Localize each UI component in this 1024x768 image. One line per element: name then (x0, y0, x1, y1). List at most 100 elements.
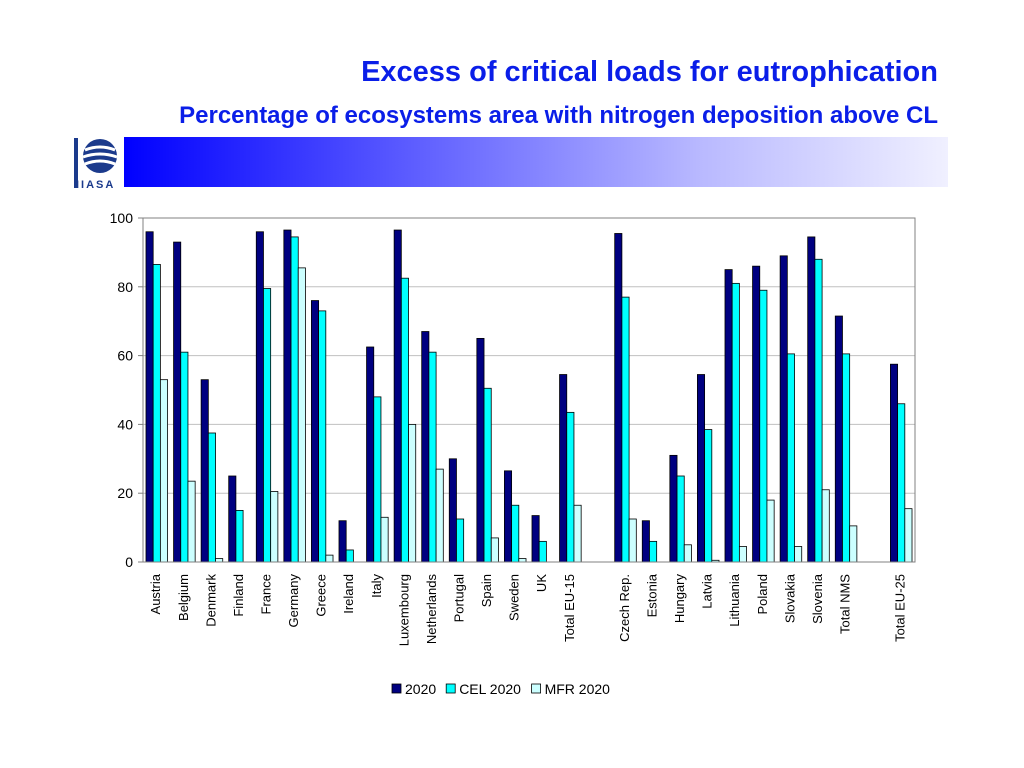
x-category-label: Poland (755, 574, 770, 614)
x-category-label: Greece (314, 574, 329, 617)
bar-mfr-2020 (435, 468, 444, 563)
x-category-label: Estonia (645, 573, 660, 617)
bar-2020 (807, 236, 816, 563)
x-category-label: Belgium (176, 574, 191, 621)
bar-cel-2020 (897, 403, 906, 563)
x-category-label: Total EU-25 (893, 574, 908, 642)
y-tick-label: 0 (125, 554, 133, 570)
bars (145, 229, 913, 563)
legend-label: CEL 2020 (459, 681, 521, 697)
bar-2020 (173, 241, 182, 563)
bar-2020 (752, 265, 761, 563)
x-category-label: Sweden (507, 574, 522, 621)
slide-subtitle: Percentage of ecosystems area with nitro… (179, 102, 938, 129)
legend-label: MFR 2020 (545, 681, 611, 697)
x-category-label: Lithuania (727, 573, 742, 627)
x-category-label: Finland (231, 574, 246, 617)
y-tick-label: 20 (117, 485, 133, 501)
bar-mfr-2020 (518, 558, 527, 563)
x-category-label: Czech Rep. (617, 574, 632, 642)
bar-cel-2020 (318, 310, 327, 563)
bar-cel-2020 (786, 353, 795, 563)
bar-2020 (724, 269, 733, 563)
bar-mfr-2020 (215, 558, 224, 563)
bar-2020 (559, 374, 568, 563)
y-tick-label: 60 (117, 348, 133, 364)
x-category-label: Hungary (672, 574, 687, 624)
bar-cel-2020 (676, 475, 685, 563)
bar-mfr-2020 (159, 379, 168, 563)
bar-2020 (448, 458, 457, 563)
x-category-label: Luxembourg (396, 574, 411, 646)
x-category-label: Latvia (700, 573, 715, 608)
bar-cel-2020 (373, 396, 382, 563)
bar-2020 (338, 520, 347, 563)
y-axis-ticks: 0 20 40 60 80 100 (110, 210, 143, 570)
bar-mfr-2020 (380, 516, 389, 563)
bar-mfr-2020 (270, 491, 279, 563)
bar-cel-2020 (345, 549, 354, 563)
bar-mfr-2020 (628, 518, 637, 563)
bar-mfr-2020 (821, 489, 830, 563)
bar-2020 (283, 229, 292, 563)
bar-cel-2020 (152, 264, 161, 563)
bar-2020 (531, 515, 540, 563)
bar-2020 (614, 233, 623, 563)
bar-mfr-2020 (849, 525, 858, 563)
bar-mfr-2020 (490, 537, 499, 563)
x-category-label: Netherlands (424, 574, 439, 645)
logo-wordmark: IIASA (76, 179, 115, 190)
bar-cel-2020 (538, 540, 547, 563)
x-category-label: Denmark (203, 574, 218, 627)
bar-2020 (641, 520, 650, 563)
bar-cel-2020 (566, 411, 575, 563)
bar-cel-2020 (842, 353, 851, 563)
bar-cel-2020 (759, 289, 768, 563)
bar-mfr-2020 (297, 267, 306, 563)
plot-area (142, 217, 916, 563)
bar-2020 (145, 231, 154, 563)
bar-cel-2020 (511, 504, 520, 563)
bar-cel-2020 (400, 277, 409, 563)
x-category-label: Ireland (341, 574, 356, 614)
x-category-label: Portugal (452, 574, 467, 623)
x-category-label: Slovenia (810, 573, 825, 624)
bar-2020 (366, 346, 375, 563)
bar-2020 (311, 300, 320, 563)
bar-cel-2020 (731, 282, 740, 563)
bar-cel-2020 (180, 351, 189, 563)
bar-cel-2020 (235, 509, 244, 563)
x-axis-categories: Austria Belgium Denmark Finland France German… (148, 573, 907, 646)
legend: 2020 CEL 2020 MFR 2020 (391, 681, 611, 697)
y-tick-label: 100 (110, 210, 134, 226)
bar-2020 (669, 454, 678, 563)
bar-cel-2020 (649, 540, 658, 563)
bar-2020 (228, 475, 237, 563)
bar-mfr-2020 (408, 423, 417, 563)
x-category-label: Total EU-15 (562, 574, 577, 642)
bar-2020 (834, 315, 843, 563)
bar-mfr-2020 (794, 546, 803, 563)
x-category-label: Austria (148, 573, 163, 614)
y-tick-label: 40 (117, 416, 133, 432)
x-category-label: UK (534, 574, 549, 592)
slide-title: Excess of critical loads for eutrophicat… (361, 56, 938, 88)
legend-swatch (445, 683, 456, 694)
header-gradient-banner (124, 137, 948, 187)
legend-swatch (391, 683, 402, 694)
bar-2020 (504, 470, 513, 563)
bar-mfr-2020 (738, 546, 747, 563)
x-category-label: Germany (286, 574, 301, 628)
bar-cel-2020 (290, 236, 299, 563)
bar-2020 (779, 255, 788, 563)
x-category-label: Spain (479, 574, 494, 607)
bar-cel-2020 (814, 258, 823, 563)
bar-cel-2020 (704, 429, 713, 563)
iiasa-logo: IIASA (74, 138, 118, 190)
bar-2020 (421, 331, 430, 563)
bar-mfr-2020 (573, 504, 582, 563)
x-category-label: Total NMS (838, 574, 853, 634)
bar-2020 (200, 379, 209, 563)
bar-mfr-2020 (325, 554, 334, 563)
